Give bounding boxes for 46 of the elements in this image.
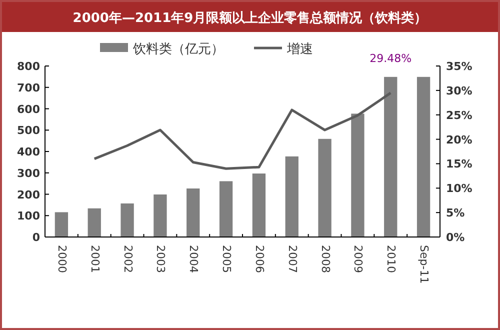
y2-tick-label: 5% <box>446 206 465 220</box>
y2-tick-label: 0% <box>446 231 465 244</box>
bar <box>88 208 101 237</box>
line-series <box>93 92 392 170</box>
y2-tick-label: 10% <box>446 182 472 196</box>
bar <box>384 76 398 237</box>
bar <box>285 156 298 237</box>
bar <box>252 174 266 237</box>
y2-tick-label: 30% <box>446 84 472 98</box>
bar <box>219 181 233 237</box>
bar <box>318 138 332 237</box>
legend-label: 饮料类（亿元） <box>132 42 224 57</box>
x-tick-label: 2002 <box>121 245 134 273</box>
y-tick-label: 800 <box>17 60 40 73</box>
y2-tick-label: 20% <box>446 133 472 146</box>
y-tick-label: 0 <box>32 231 40 244</box>
bar <box>154 194 167 237</box>
x-tick-label: 2005 <box>220 245 234 273</box>
y-tick-label: 300 <box>17 166 40 180</box>
y-tick-label: 200 <box>17 188 40 202</box>
y2-tick-label: 35% <box>446 60 472 73</box>
y-tick-label: 700 <box>17 81 40 94</box>
y-tick-label: 100 <box>17 210 40 223</box>
y-tick-label: 400 <box>17 146 40 158</box>
bar <box>351 114 364 237</box>
bar <box>120 203 134 237</box>
bar <box>186 188 200 237</box>
x-tick-label: 2009 <box>352 245 365 273</box>
x-tick-label: 2010 <box>384 245 398 273</box>
x-tick-label: 2001 <box>88 245 102 273</box>
y2-tick-label: 25% <box>446 108 472 122</box>
x-tick-label: 2007 <box>286 245 299 273</box>
x-tick-label: 2008 <box>318 245 332 273</box>
x-tick-label: Sep-11 <box>418 245 431 284</box>
text: 29.48% <box>370 52 412 65</box>
x-tick-label: 2003 <box>154 245 168 273</box>
y-tick-label: 500 <box>17 124 40 138</box>
chart-title: 2000年—2011年9月限额以上企业零售总额情况（饮料类） <box>72 10 428 26</box>
y-tick-label: 600 <box>17 102 40 116</box>
x-tick-label: 2000 <box>55 245 68 273</box>
x-tick-label: 2006 <box>252 245 266 273</box>
legend-label: 增速 <box>286 42 313 57</box>
bar <box>416 76 430 237</box>
x-tick-label: 2004 <box>187 245 200 273</box>
bar <box>54 212 68 237</box>
y2-tick-label: 15% <box>446 158 472 171</box>
